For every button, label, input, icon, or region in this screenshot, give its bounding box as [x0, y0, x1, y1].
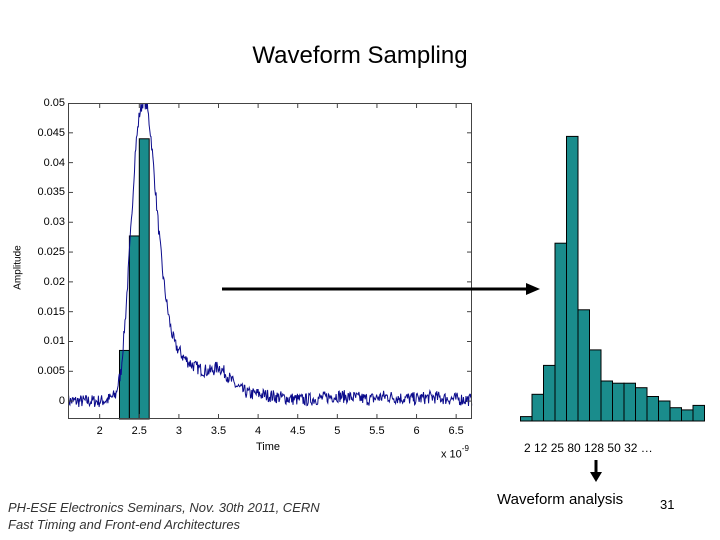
y-tick-label: 0.03: [43, 216, 65, 229]
x-axis-scale: x 10-9: [441, 444, 469, 461]
x-tick-label: 4: [255, 425, 262, 437]
right-arrow: [222, 283, 540, 295]
slide-title: Waveform Sampling: [252, 42, 468, 69]
y-tick-label: 0.04: [43, 156, 65, 169]
y-axis-label: Amplitude: [12, 245, 24, 290]
x-tick-label: 6.5: [448, 425, 464, 437]
histogram-bar: [623, 382, 636, 422]
y-tick-label: 0.005: [37, 365, 65, 378]
y-tick-label: 0.01: [43, 335, 65, 348]
histogram-bar: [658, 400, 671, 422]
histogram-bar: [600, 380, 613, 422]
footer-line-1: PH-ESE Electronics Seminars, Nov. 30th 2…: [8, 500, 320, 515]
x-tick-label: 5: [334, 425, 341, 437]
histogram-bar: [646, 396, 659, 422]
histogram-bar: [577, 309, 590, 422]
waveform-line: [68, 103, 473, 408]
histogram-bar: [589, 349, 602, 422]
x-axis-label: Time: [256, 441, 281, 453]
x-tick-label: 3.5: [210, 425, 227, 437]
y-tick-label: 0.02: [43, 275, 65, 288]
sample-bar-1: [128, 235, 140, 420]
analysis-label: Waveform analysis: [497, 491, 624, 508]
page-number: 31: [660, 497, 675, 512]
x-tick-label: 2: [96, 425, 103, 437]
y-tick-label: 0.05: [43, 97, 65, 109]
x-axis-ticks: 2 2.5 3 3.5 4 4.5 5 5.5 6 6.5: [68, 425, 473, 441]
histogram-bar: [520, 416, 533, 422]
y-tick-label: 0: [58, 395, 65, 408]
histogram-bar: [669, 407, 682, 422]
y-axis-ticks: 0.05 0.045 0.04 0.035 0.03 0.025 0.02 0.015 0.01…: [0, 97, 65, 420]
histogram-bar: [554, 242, 567, 422]
x-tick-label: 2.5: [131, 425, 147, 437]
y-tick-label: 0.025: [37, 246, 65, 259]
histogram-bar: [681, 409, 694, 422]
histogram-bar: [531, 393, 544, 422]
histogram-bar: [543, 364, 556, 422]
y-tick-label: 0.035: [37, 186, 65, 199]
sample-bar-2: [138, 138, 150, 420]
histogram-bar: [566, 135, 579, 422]
histogram-bar: [692, 404, 705, 422]
x-tick-label: 3: [175, 425, 182, 437]
y-tick-label: 0.045: [37, 126, 65, 139]
histogram-bar: [635, 387, 648, 422]
footer-line-2: Fast Timing and Front-end Architectures: [8, 517, 241, 532]
sample-bar-0: [118, 349, 130, 420]
x-tick-label: 5.5: [369, 425, 385, 437]
waveform-plot: [68, 103, 473, 420]
x-scale-exponent: -9: [461, 444, 469, 453]
samples-histogram: [520, 135, 705, 422]
histogram-bar: [612, 382, 625, 422]
plot-frame: [68, 103, 472, 419]
x-scale-label: x 10: [441, 448, 462, 461]
y-tick-label: 0.015: [37, 305, 65, 318]
x-tick-label: 6: [413, 425, 420, 437]
sample-values: 2 12 25 80 128 50 32 …: [524, 441, 653, 455]
x-tick-label: 4.5: [290, 425, 306, 437]
down-arrow: [590, 460, 602, 482]
